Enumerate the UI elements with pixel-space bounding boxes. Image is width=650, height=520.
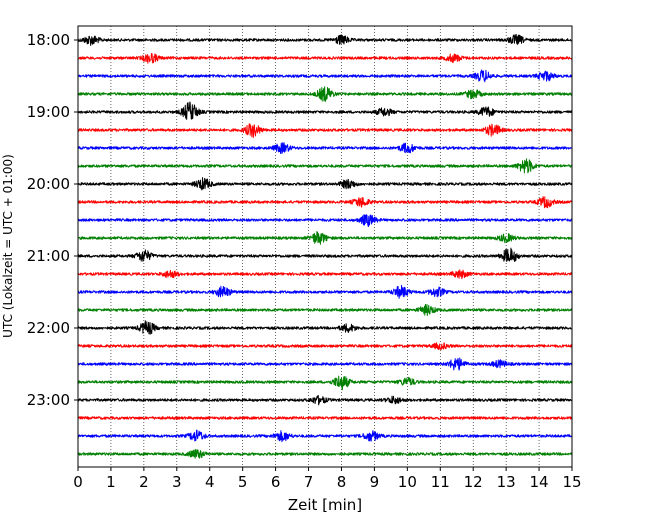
x-tick-label: 0 xyxy=(73,473,83,491)
y-axis-label: UTC (Lokalzeit = UTC + 01:00) xyxy=(1,154,15,338)
seismic-trace xyxy=(77,320,573,335)
x-tick-label: 15 xyxy=(562,473,581,491)
y-tick-label: 22:00 xyxy=(27,319,70,337)
seismic-trace xyxy=(77,284,573,299)
seismic-trace xyxy=(77,395,573,406)
y-tick-label: 23:00 xyxy=(27,391,70,409)
x-tick-label: 2 xyxy=(139,473,149,491)
seismic-trace xyxy=(77,214,573,228)
x-tick-label: 4 xyxy=(205,473,215,491)
seismic-trace xyxy=(77,416,573,420)
x-axis-label: Zeit [min] xyxy=(288,496,362,514)
seismic-traces xyxy=(77,33,573,459)
x-tick-label: 11 xyxy=(431,473,450,491)
seismic-trace xyxy=(77,303,573,316)
x-axis-ticks: 0 1 2 3 4 5 6 7 8 9 10 11 12 13 14 15 xyxy=(73,467,582,491)
seismic-trace xyxy=(77,429,573,443)
y-tick-label: 20:00 xyxy=(27,175,70,193)
seismic-trace xyxy=(77,269,573,280)
seismic-trace xyxy=(77,448,573,459)
seismic-trace xyxy=(77,375,573,391)
y-tick-label: 19:00 xyxy=(27,103,70,121)
y-tick-label: 21:00 xyxy=(27,247,70,265)
x-tick-label: 5 xyxy=(238,473,248,491)
seismic-trace xyxy=(77,101,573,120)
seismic-trace xyxy=(77,33,573,46)
seismic-trace xyxy=(77,123,573,138)
seismic-trace xyxy=(77,52,573,64)
seismic-trace xyxy=(77,177,573,191)
x-tick-label: 12 xyxy=(464,473,483,491)
x-tick-label: 14 xyxy=(530,473,549,491)
seismic-trace xyxy=(77,342,573,351)
seismic-trace xyxy=(77,357,573,371)
seismic-trace xyxy=(77,86,573,102)
x-tick-label: 13 xyxy=(497,473,516,491)
seismic-trace xyxy=(77,230,573,245)
seismic-trace xyxy=(77,247,573,262)
seismic-trace xyxy=(77,142,573,154)
seismic-trace xyxy=(77,158,573,174)
x-tick-label: 3 xyxy=(172,473,182,491)
x-tick-label: 10 xyxy=(398,473,417,491)
seismic-trace xyxy=(77,69,573,83)
x-tick-label: 8 xyxy=(337,473,347,491)
y-tick-label: 18:00 xyxy=(27,31,70,49)
x-tick-label: 1 xyxy=(106,473,116,491)
plot-frame xyxy=(77,25,573,468)
x-tick-label: 7 xyxy=(304,473,314,491)
seismic-trace xyxy=(77,196,573,209)
x-tick-label: 9 xyxy=(370,473,380,491)
y-axis-ticks: 18:00 19:00 20:00 21:00 22:00 23:00 xyxy=(27,31,78,409)
x-tick-label: 6 xyxy=(271,473,281,491)
